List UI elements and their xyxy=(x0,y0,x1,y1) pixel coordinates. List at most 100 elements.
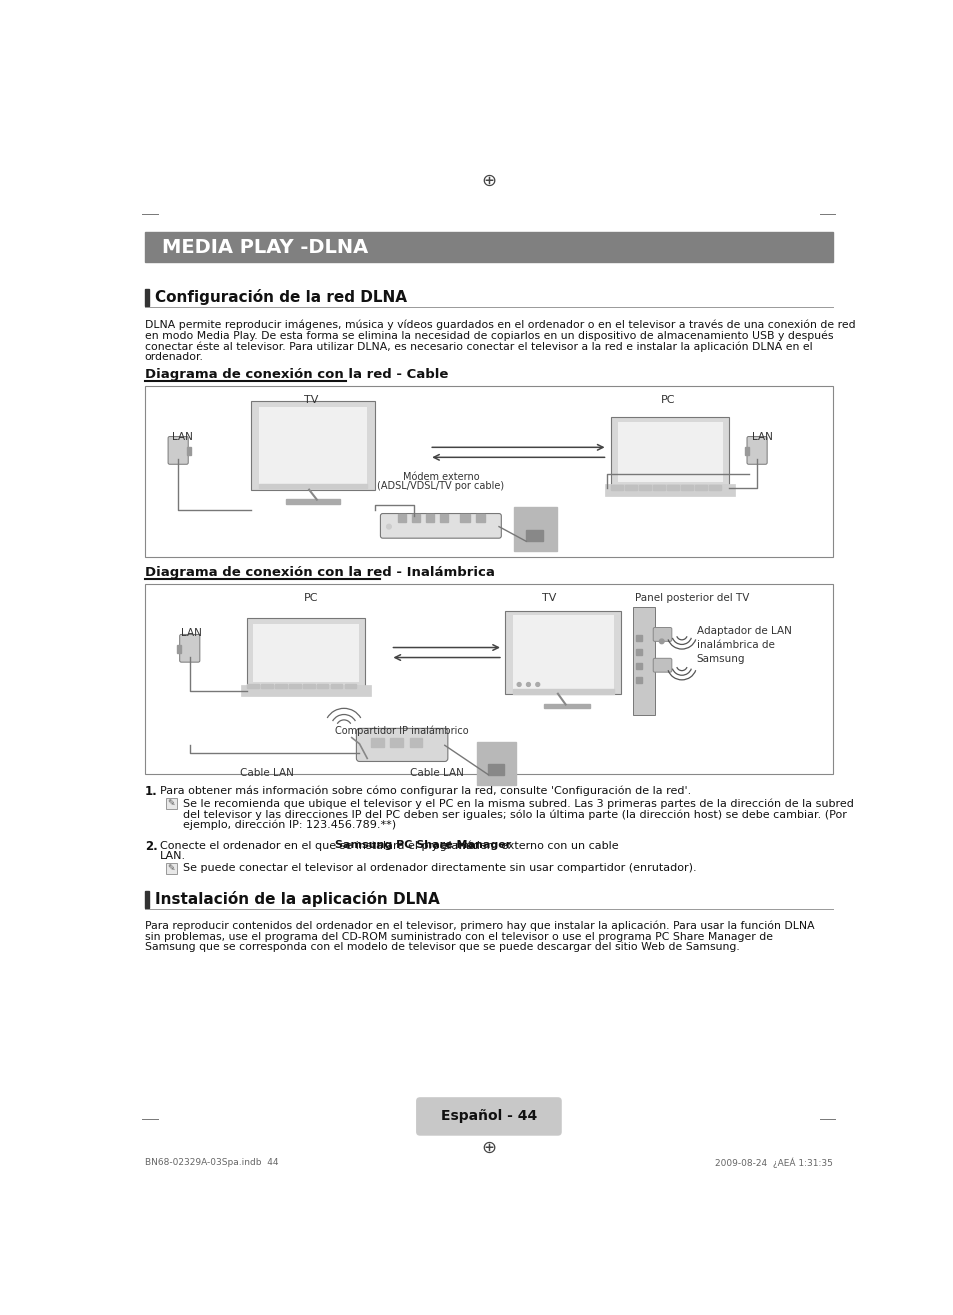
Text: 2009-08-24  ¿AEÁ 1:31:35: 2009-08-24 ¿AEÁ 1:31:35 xyxy=(715,1157,832,1168)
Bar xyxy=(247,684,258,688)
Bar xyxy=(543,704,590,709)
Text: conectar éste al televisor. Para utilizar DLNA, es necesario conectar el televis: conectar éste al televisor. Para utiliza… xyxy=(145,341,812,351)
Text: Para reproducir contenidos del ordenador en el televisor, primero hay que instal: Para reproducir contenidos del ordenador… xyxy=(145,920,814,931)
Text: Samsung PC Share Manager: Samsung PC Share Manager xyxy=(335,840,511,849)
Bar xyxy=(459,514,469,522)
Bar xyxy=(371,738,383,747)
Bar xyxy=(514,506,557,551)
Text: TV: TV xyxy=(541,593,556,602)
Text: Se le recomienda que ubique el televisor y el PC en la misma subred. Las 3 prime: Se le recomienda que ubique el televisor… xyxy=(183,798,853,809)
Text: Diagrama de conexión con la red - Cable: Diagrama de conexión con la red - Cable xyxy=(145,368,448,381)
Text: sin problemas, use el programa del CD-ROM suministrado con el televisor o use el: sin problemas, use el programa del CD-RO… xyxy=(145,931,772,942)
Bar xyxy=(636,663,641,669)
Bar xyxy=(680,485,692,489)
Text: TV: TV xyxy=(304,394,318,405)
Bar xyxy=(636,635,641,642)
Bar xyxy=(177,646,181,654)
FancyBboxPatch shape xyxy=(653,659,671,672)
Text: Panel posterior del TV: Panel posterior del TV xyxy=(634,593,748,602)
Bar xyxy=(303,684,314,688)
Bar xyxy=(653,485,664,489)
Text: 1.: 1. xyxy=(145,785,157,798)
Text: DLNA permite reproducir imágenes, música y vídeos guardados en el ordenador o en: DLNA permite reproducir imágenes, música… xyxy=(145,320,855,330)
Text: del televisor y las direcciones IP del PC deben ser iguales; sólo la última part: del televisor y las direcciones IP del P… xyxy=(183,809,846,819)
Text: Cable LAN: Cable LAN xyxy=(239,768,294,777)
Text: MEDIA PLAY -DLNA: MEDIA PLAY -DLNA xyxy=(162,238,368,256)
Bar xyxy=(274,684,286,688)
FancyBboxPatch shape xyxy=(653,627,671,642)
Text: y el módem externo con un cable: y el módem externo con un cable xyxy=(428,840,618,851)
Text: 2.: 2. xyxy=(145,840,157,853)
Bar xyxy=(633,606,654,714)
Circle shape xyxy=(659,639,663,643)
Bar xyxy=(145,289,149,305)
Text: Módem externo: Módem externo xyxy=(402,472,478,483)
Bar xyxy=(426,514,434,522)
Bar xyxy=(708,485,720,489)
FancyBboxPatch shape xyxy=(356,729,447,761)
Bar xyxy=(253,623,358,682)
Bar xyxy=(604,484,735,496)
Bar xyxy=(505,610,620,694)
Bar xyxy=(666,485,679,489)
Bar xyxy=(145,233,832,262)
Bar xyxy=(611,485,622,489)
Bar xyxy=(397,514,406,522)
Text: ✎: ✎ xyxy=(167,864,174,873)
Text: LAN: LAN xyxy=(751,431,772,442)
Bar xyxy=(636,650,641,655)
Text: LAN: LAN xyxy=(181,629,202,638)
Text: LAN.: LAN. xyxy=(159,851,186,861)
Text: ejemplo, dirección IP: 123.456.789.**): ejemplo, dirección IP: 123.456.789.**) xyxy=(183,821,395,831)
Bar xyxy=(617,422,722,483)
Text: Cable LAN: Cable LAN xyxy=(410,768,463,777)
Bar xyxy=(251,401,375,489)
Text: ordenador.: ordenador. xyxy=(145,352,204,362)
Circle shape xyxy=(517,682,520,686)
Text: Conecte el ordenador en el que se instalará el programa: Conecte el ordenador en el que se instal… xyxy=(159,840,478,851)
Bar xyxy=(247,618,365,686)
Text: ✎: ✎ xyxy=(167,800,174,809)
Bar xyxy=(439,514,447,522)
Bar xyxy=(611,417,728,485)
Circle shape xyxy=(526,682,530,686)
Bar xyxy=(289,684,300,688)
Bar xyxy=(316,684,328,688)
Text: PC: PC xyxy=(304,593,318,602)
Circle shape xyxy=(386,525,391,529)
Text: LAN: LAN xyxy=(172,431,193,442)
FancyBboxPatch shape xyxy=(168,437,188,464)
Text: en modo Media Play. De esta forma se elimina la necesidad de copiarlos en un dis: en modo Media Play. De esta forma se eli… xyxy=(145,330,833,341)
Bar xyxy=(639,485,650,489)
FancyBboxPatch shape xyxy=(746,437,766,464)
Bar xyxy=(286,498,340,504)
Bar xyxy=(695,485,706,489)
Bar xyxy=(344,684,356,688)
Bar xyxy=(476,514,484,522)
Text: Instalación de la aplicación DLNA: Instalación de la aplicación DLNA xyxy=(154,892,439,907)
Text: Para obtener más información sobre cómo configurar la red, consulte 'Configuraci: Para obtener más información sobre cómo … xyxy=(159,785,690,796)
Bar xyxy=(241,685,371,696)
Bar xyxy=(145,584,832,773)
Bar xyxy=(145,890,149,907)
FancyBboxPatch shape xyxy=(179,634,199,663)
FancyBboxPatch shape xyxy=(380,514,500,538)
Bar xyxy=(261,684,273,688)
Bar xyxy=(636,677,641,682)
Text: Se puede conectar el televisor al ordenador directamente sin usar compartidor (e: Se puede conectar el televisor al ordena… xyxy=(183,863,696,873)
Bar xyxy=(331,684,342,688)
Bar xyxy=(410,738,422,747)
Bar xyxy=(166,798,176,809)
Text: Adaptador de LAN
inalámbrica de
Samsung: Adaptador de LAN inalámbrica de Samsung xyxy=(696,626,791,664)
Bar xyxy=(145,385,832,556)
Bar xyxy=(390,738,402,747)
Text: Compartidor IP inalámbrico: Compartidor IP inalámbrico xyxy=(335,726,469,736)
FancyBboxPatch shape xyxy=(416,1097,561,1136)
Bar xyxy=(476,742,516,785)
Text: ⊕: ⊕ xyxy=(481,172,496,189)
Text: Diagrama de conexión con la red - Inalámbrica: Diagrama de conexión con la red - Inalám… xyxy=(145,565,495,579)
Bar xyxy=(166,863,176,874)
Bar xyxy=(488,764,503,775)
Bar xyxy=(513,615,613,689)
Bar xyxy=(513,689,613,694)
